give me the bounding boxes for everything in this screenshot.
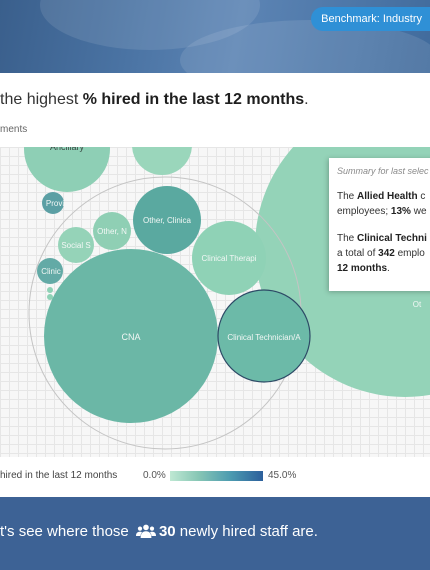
summary-text: c <box>417 191 426 202</box>
summary-text: The <box>337 233 358 244</box>
summary-line-4: a total of 342 emplo <box>337 248 425 259</box>
title-prefix: the highest <box>0 91 83 108</box>
bubble-social-s[interactable] <box>58 227 94 263</box>
legend-min-label: 0.0% <box>143 470 166 481</box>
bubble-label-cna: CNA <box>121 332 140 342</box>
summary-panel: Summary for last selec The Allied Health… <box>329 158 430 291</box>
color-legend: hired in the last 12 months 0.0% 45.0% <box>0 470 430 484</box>
summary-text: . <box>387 263 390 274</box>
bubble-label-other-clinica: Other, Clinica <box>143 216 192 225</box>
page-title: the highest % hired in the last 12 month… <box>0 91 430 109</box>
summary-bold: 13% <box>390 206 411 217</box>
summary-bold: 12 months <box>337 263 388 274</box>
summary-text: we <box>410 206 427 217</box>
bubble-clinic[interactable] <box>37 258 63 284</box>
footer-suffix: newly hired staff are. <box>175 523 318 540</box>
legend-gradient-bar <box>170 471 263 481</box>
bubble-label-clinical-technician: Clinical Technician/A <box>227 333 301 342</box>
summary-line-2: employees; 13% we <box>337 206 427 217</box>
summary-line-3: The Clinical Techni <box>337 233 427 244</box>
summary-title: Summary for last selec <box>337 166 429 176</box>
bubble-label-clinical-therapi: Clinical Therapi <box>202 254 257 263</box>
bubble-label-ancillary: Ancillary <box>50 147 85 152</box>
bubble-clinical-technician[interactable] <box>217 289 311 383</box>
title-emphasis: % hired in the last 12 months <box>82 91 305 108</box>
header-banner: Benchmark: Industry <box>0 0 430 73</box>
people-group-icon <box>135 524 156 542</box>
bubble-label-social-s: Social S <box>61 241 90 250</box>
bubble-other-clinica[interactable] <box>133 186 201 254</box>
summary-line-5: 12 months. <box>337 263 390 274</box>
summary-line-1: The Allied Health c <box>337 191 425 202</box>
bubble-top-center[interactable] <box>132 147 192 175</box>
footer-banner: t's see where those 30 newly hired staff… <box>0 497 430 570</box>
benchmark-button[interactable]: Benchmark: Industry <box>311 7 430 31</box>
legend-max-label: 45.0% <box>268 470 297 481</box>
summary-bold: Clinical Techni <box>357 233 427 244</box>
bubble-cna[interactable] <box>44 249 218 423</box>
footer-text: t's see where those 30 newly hired staff… <box>0 523 318 542</box>
summary-bold: 342 <box>378 248 395 259</box>
summary-text: employees; <box>337 206 391 217</box>
summary-text: a total of <box>337 248 379 259</box>
page-subtitle: ments <box>0 124 28 135</box>
summary-text: emplo <box>394 248 425 259</box>
bubble-other-n[interactable] <box>93 212 131 250</box>
summary-text: The <box>337 191 358 202</box>
bubble-label-provi: Provi <box>46 199 64 208</box>
bubble-label-other-n: Other, N <box>97 227 127 236</box>
bubble-ancillary[interactable] <box>24 147 110 192</box>
bubble-label-clinic: Clinic <box>41 267 61 276</box>
footer-count: 30 <box>158 523 176 540</box>
bubble-tiny-2[interactable] <box>47 294 53 300</box>
bubble-clinical-therapi[interactable] <box>192 221 266 295</box>
legend-title: hired in the last 12 months <box>0 470 118 481</box>
bubble-provi[interactable] <box>42 192 64 214</box>
bubble-label-ot: Ot <box>413 300 422 309</box>
footer-prefix: t's see where those <box>0 523 133 540</box>
title-suffix: . <box>304 91 309 108</box>
summary-bold: Allied Health <box>357 191 418 202</box>
bubble-tiny-1[interactable] <box>47 287 53 293</box>
